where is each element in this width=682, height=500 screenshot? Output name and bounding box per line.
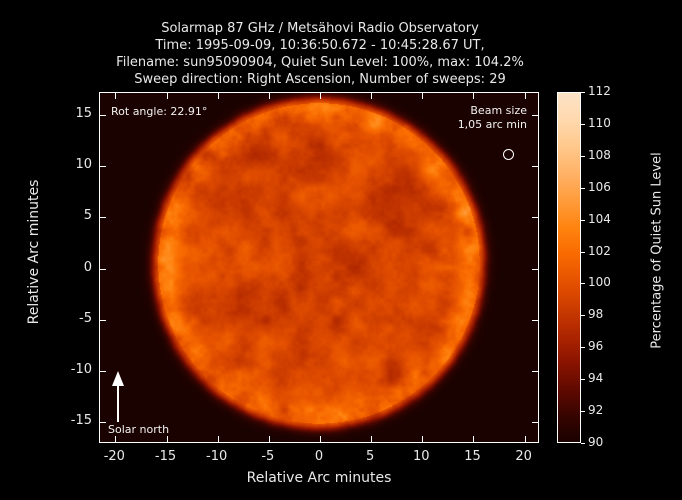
colorbar-tick-108 [581,155,585,157]
x-tick-label--20: -20 [103,449,125,464]
colorbar-tick-label-98: 98 [588,307,604,322]
colorbar-tick-label-90: 90 [588,435,604,449]
y-tick-label--15: -15 [70,412,92,428]
y-axis-title: Relative Arc minutes [26,179,42,325]
y-tick-5 [532,217,538,219]
y-tick-label-15: 15 [75,106,92,122]
colorbar-tick-label-104: 104 [588,211,611,226]
colorbar-tick-label-110: 110 [588,115,611,130]
solar-north-indicator: Solar north [108,370,169,436]
beam-size-value: 1,05 arc min [457,118,527,131]
x-tick-label--15: -15 [154,449,177,464]
x-tick-20 [524,436,526,442]
solar-map-plot-area: Rot angle: 22.91° Beam size 1,05 arc min… [99,92,539,443]
colorbar-tick-104 [581,219,585,221]
y-tick--5 [532,319,538,321]
y-tick-label--5: -5 [79,310,92,326]
x-tick-5 [371,93,373,99]
colorbar-tick-90 [581,443,585,444]
title-line-2: Time: 1995-09-09, 10:36:50.672 - 10:45:2… [155,38,485,53]
x-tick--10 [217,93,219,99]
y-tick-0 [100,268,106,270]
x-tick--15 [166,93,168,99]
colorbar-tick-98 [581,315,585,317]
x-tick-label--10: -10 [206,449,228,464]
colorbar-tick-label-92: 92 [588,403,604,418]
y-tick-label-5: 5 [83,208,92,224]
x-tick-10 [422,93,424,99]
colorbar-tick-110 [581,123,585,125]
colorbar-tick-100 [581,283,585,285]
chart-title-block: Solarmap 87 GHz / Metsähovi Radio Observ… [0,20,640,88]
x-tick--5 [268,93,270,99]
y-tick-5 [100,217,106,219]
solar-disk-heatmap [100,93,538,442]
colorbar-tick-label-94: 94 [588,371,604,386]
colorbar [557,92,581,443]
x-tick-label--5: -5 [261,449,275,464]
y-tick--15 [532,421,538,423]
x-tick-15 [473,93,475,99]
x-tick-label-5: 5 [366,449,375,464]
x-tick-0 [320,93,321,99]
beam-size-label: Beam size [470,104,527,117]
x-tick--10 [217,436,219,442]
colorbar-tick-112 [581,92,585,93]
x-tick-label-10: 10 [413,449,430,464]
north-arrow-icon [112,371,124,422]
colorbar-tick-102 [581,251,585,253]
x-tick--20 [115,93,117,99]
x-tick-20 [524,93,526,99]
x-tick-10 [422,436,424,442]
y-tick-label--10: -10 [70,361,92,377]
x-tick-label-0: 0 [314,449,324,464]
colorbar-tick-label-96: 96 [588,339,604,354]
colorbar-tick-106 [581,187,585,189]
colorbar-tick-96 [581,347,585,349]
x-axis-title: Relative Arc minutes [246,470,392,486]
title-line-1: Solarmap 87 GHz / Metsähovi Radio Observ… [161,21,479,36]
x-tick-label-20: 20 [515,449,532,464]
title-line-4: Sweep direction: Right Ascension, Number… [134,72,506,87]
beam-size-circle-icon [503,149,514,160]
colorbar-title: Percentage of Quiet Sun Level [649,152,665,349]
x-tick-0 [320,436,321,442]
y-tick--10 [532,370,538,372]
x-tick-5 [371,436,373,442]
rotation-angle-annotation: Rot angle: 22.91° [111,105,208,118]
y-tick-10 [100,166,106,168]
colorbar-tick-label-108: 108 [588,147,611,162]
colorbar-tick-label-100: 100 [588,275,611,290]
x-tick--5 [268,436,270,442]
colorbar-tick-92 [581,411,585,413]
y-tick-label-10: 10 [75,157,92,173]
colorbar-tick-label-102: 102 [588,243,611,258]
y-tick-label-0: 0 [83,259,92,275]
y-tick--10 [100,370,106,372]
y-tick-15 [532,115,538,117]
beam-size-annotation: Beam size 1,05 arc min [458,104,527,132]
colorbar-tick-94 [581,379,585,381]
colorbar-tick-label-106: 106 [588,179,611,194]
x-tick--15 [166,436,168,442]
solar-north-label: Solar north [108,423,170,436]
colorbar-gradient [558,93,580,442]
y-tick-10 [532,166,538,168]
y-tick--5 [100,319,106,321]
y-tick-0 [532,268,538,270]
x-tick--20 [115,436,117,442]
colorbar-tick-label-112: 112 [588,84,611,98]
title-line-3: Filename: sun95090904, Quiet Sun Level: … [116,55,524,70]
x-tick-15 [473,436,475,442]
y-tick-15 [100,115,106,117]
x-tick-label-15: 15 [464,449,481,464]
y-tick--15 [100,421,106,423]
